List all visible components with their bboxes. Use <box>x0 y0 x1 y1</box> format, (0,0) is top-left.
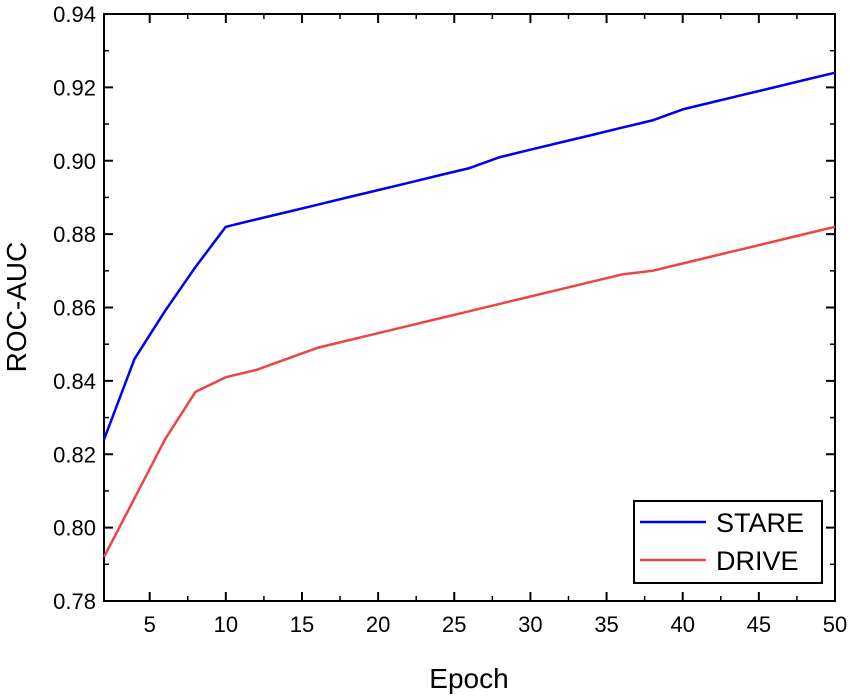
x-tick-label: 30 <box>518 612 542 637</box>
y-tick-label: 0.84 <box>53 369 96 394</box>
y-tick-label: 0.80 <box>53 516 96 541</box>
series-line-drive <box>102 225 836 558</box>
y-axis-ticks: 0.78 0.80 0.82 0.84 0.86 0.88 0.90 0.92 0.94 <box>53 2 835 614</box>
x-tick-label: 45 <box>747 612 771 637</box>
legend-label-drive: DRIVE <box>716 546 799 576</box>
x-tick-label: 40 <box>670 612 694 637</box>
x-tick-label: 15 <box>290 612 314 637</box>
x-tick-label: 50 <box>823 612 847 637</box>
x-tick-label: 35 <box>594 612 618 637</box>
y-tick-label: 0.82 <box>53 442 96 467</box>
legend: STARE DRIVE <box>633 500 823 584</box>
y-tick-label: 0.90 <box>53 149 96 174</box>
y-tick-label: 0.92 <box>53 75 96 100</box>
series-line-stare <box>102 71 836 441</box>
legend-label-stare: STARE <box>716 508 804 538</box>
y-tick-label: 0.88 <box>53 222 96 247</box>
y-tick-label: 0.94 <box>53 2 96 27</box>
legend-box <box>633 500 823 584</box>
x-axis-title: Epoch <box>429 663 508 694</box>
y-axis-title: ROC-AUC <box>1 242 32 373</box>
y-tick-label: 0.86 <box>53 296 96 321</box>
y-tick-label: 0.78 <box>53 589 96 614</box>
x-tick-label: 20 <box>366 612 390 637</box>
x-tick-label: 10 <box>214 612 238 637</box>
series-lines <box>102 71 836 558</box>
x-tick-label: 25 <box>442 612 466 637</box>
x-axis-ticks: 5 10 15 20 25 30 35 40 45 50 <box>144 14 847 637</box>
x-tick-label: 5 <box>144 612 156 637</box>
